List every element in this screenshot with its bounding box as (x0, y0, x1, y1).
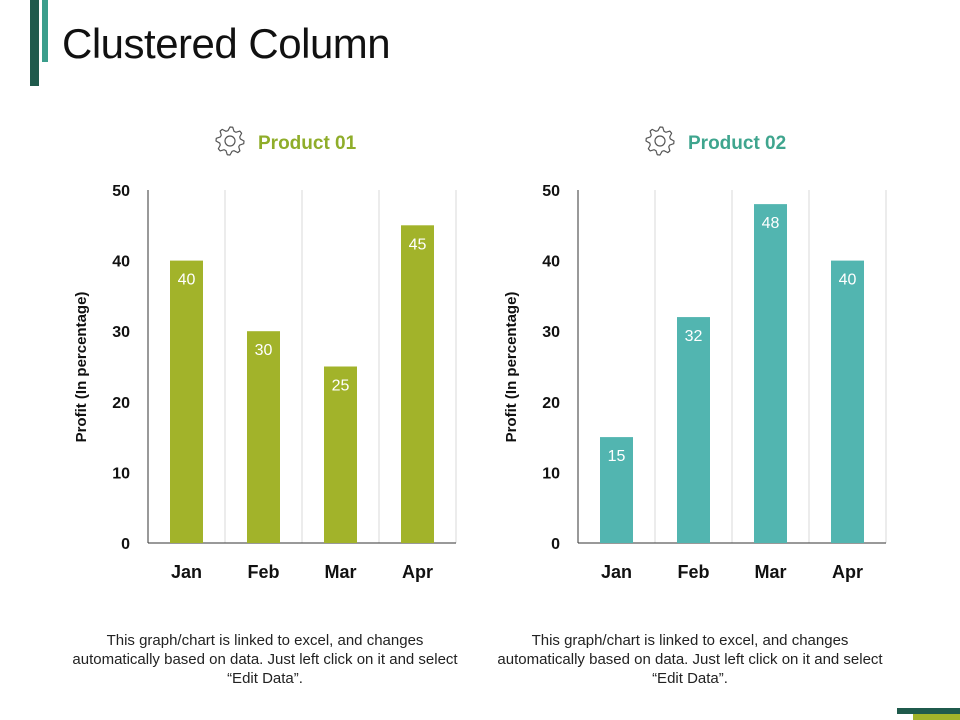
data-label: 45 (409, 236, 427, 253)
footer-accent-bar (897, 708, 960, 714)
data-label: 30 (255, 342, 273, 359)
x-tick-label: Apr (832, 562, 863, 582)
footer-accent-bar-secondary (913, 714, 960, 720)
chart-title: Product 01 (258, 133, 357, 154)
data-label: 15 (608, 448, 626, 465)
title-accent-bar-secondary (42, 0, 48, 62)
x-tick-label: Jan (601, 562, 632, 582)
y-tick-label: 10 (112, 465, 130, 482)
bar-apr[interactable] (831, 260, 864, 543)
chart-product-01[interactable]: Product 01 0 10 20 30 40 50 Profit (In percenta… (40, 0, 480, 600)
gear-icon (645, 126, 675, 156)
y-tick-label: 30 (112, 324, 130, 341)
chart-caption-product-02: This graph/chart is linked to excel, and… (497, 632, 883, 687)
bar-mar[interactable] (324, 366, 357, 544)
data-label: 40 (178, 272, 196, 289)
bar-jan[interactable] (170, 260, 203, 543)
gear-icon (215, 126, 245, 156)
bar-feb[interactable] (247, 331, 280, 543)
x-tick-label: Feb (677, 562, 709, 582)
y-tick-label: 20 (112, 395, 130, 412)
y-tick-label: 10 (542, 465, 560, 482)
y-axis-label: Profit (In percentage) (73, 292, 90, 443)
title-accent-bar (30, 0, 39, 86)
y-tick-label: 0 (551, 536, 560, 553)
bar-jan[interactable] (600, 437, 633, 543)
y-tick-label: 20 (542, 395, 560, 412)
x-tick-label: Apr (402, 562, 433, 582)
x-tick-label: Feb (247, 562, 279, 582)
x-tick-label: Mar (754, 562, 786, 582)
data-label: 40 (839, 272, 857, 289)
bar-feb[interactable] (677, 317, 710, 543)
y-tick-label: 50 (542, 183, 560, 200)
data-label: 32 (685, 328, 703, 345)
y-tick-label: 0 (121, 536, 130, 553)
bar-mar[interactable] (754, 204, 787, 543)
y-tick-label: 40 (542, 254, 560, 271)
bar-apr[interactable] (401, 225, 434, 544)
y-tick-label: 30 (542, 324, 560, 341)
data-label: 25 (332, 378, 350, 395)
chart-product-02[interactable]: Product 02 0 10 20 30 40 50 Profit (In percenta… (470, 0, 910, 600)
x-tick-label: Jan (171, 562, 202, 582)
y-tick-label: 50 (112, 183, 130, 200)
chart-title: Product 02 (688, 133, 786, 154)
page-title: Clustered Column (62, 20, 391, 67)
data-label: 48 (762, 215, 780, 232)
y-axis-label: Profit (In percentage) (503, 292, 520, 443)
y-tick-label: 40 (112, 254, 130, 271)
x-tick-label: Mar (324, 562, 356, 582)
chart-caption-product-01: This graph/chart is linked to excel, and… (72, 632, 458, 687)
